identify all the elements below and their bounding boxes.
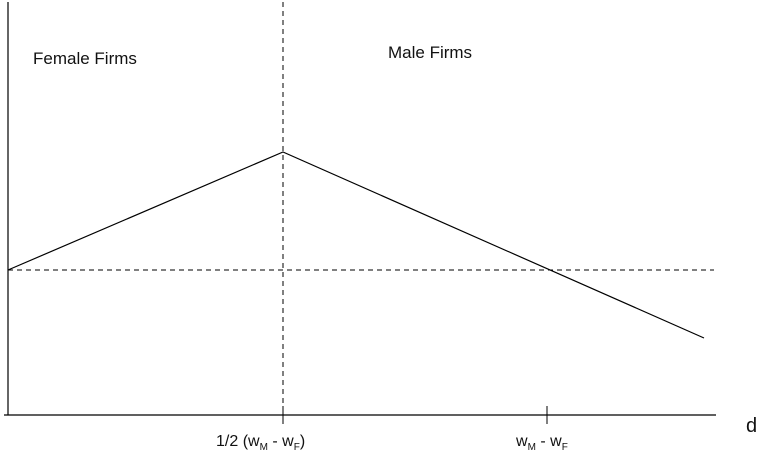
tick-label-half-wage-gap-middle: - w — [268, 433, 294, 450]
tick-label-wage-gap-sub-m: M — [528, 442, 536, 453]
tick-label-half-wage-gap-sub-m: M — [260, 442, 268, 453]
profit-curve — [7, 151, 705, 339]
tick-label-half-wage-gap-prefix: 1/2 (w — [216, 433, 260, 450]
tick-label-wage-gap-prefix: w — [515, 433, 528, 450]
tick-label-half-wage-gap-suffix: ) — [300, 433, 305, 450]
tick-label-wage-gap-sub-f: F — [562, 442, 568, 453]
tick-label-wage-gap-middle: - w — [536, 433, 562, 450]
region-label-male-firms: Male Firms — [388, 43, 472, 62]
tick-label-wage-gap: wM - wF — [515, 433, 568, 453]
tick-label-half-wage-gap-sub-f: F — [294, 442, 300, 453]
tick-label-half-wage-gap: 1/2 (wM - wF) — [216, 433, 305, 453]
x-axis-label: d — [746, 415, 757, 437]
region-label-female-firms: Female Firms — [33, 49, 137, 68]
